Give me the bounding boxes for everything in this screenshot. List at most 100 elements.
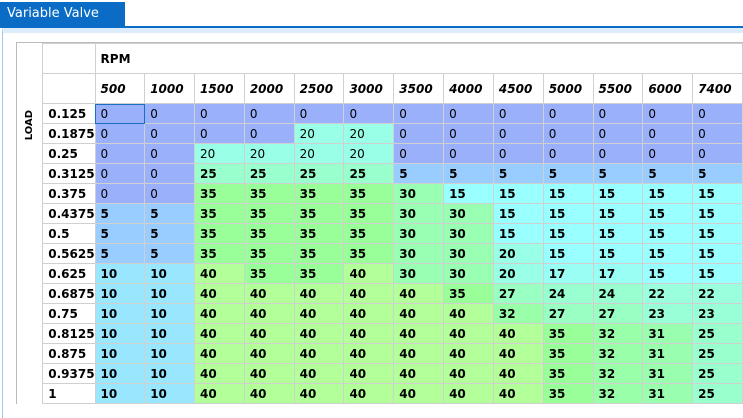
table-cell[interactable]: 10 [94,383,146,404]
table-cell[interactable]: 40 [343,283,395,304]
table-cell[interactable]: 15 [642,223,694,244]
table-cell[interactable]: 0 [692,103,743,124]
table-cell[interactable]: 15 [642,263,694,284]
table-cell[interactable]: 15 [692,223,743,244]
table-cell[interactable]: 10 [144,383,196,404]
table-cell[interactable]: 0 [293,103,345,124]
table-cell[interactable]: 35 [343,223,395,244]
table-cell[interactable]: 30 [393,243,445,264]
tab-variable-valve-timing[interactable]: Variable Valve Timing [0,2,125,45]
table-cell[interactable]: 35 [293,183,345,204]
table-cell[interactable]: 30 [443,223,494,244]
table-cell[interactable]: 10 [144,323,196,344]
table-cell[interactable]: 40 [393,283,445,304]
table-cell[interactable]: 0 [492,143,544,164]
table-cell[interactable]: 40 [343,343,395,364]
table-cell[interactable]: 10 [94,283,146,304]
table-cell[interactable]: 0 [393,123,445,144]
table-cell[interactable]: 0 [592,103,644,124]
table-cell[interactable]: 10 [94,343,146,364]
table-cell[interactable]: 0 [542,123,594,144]
table-cell[interactable]: 10 [94,363,146,384]
table-cell[interactable]: 0 [144,183,196,204]
table-cell[interactable]: 35 [194,243,245,264]
table-cell[interactable]: 40 [443,383,494,404]
table-cell[interactable]: 25 [293,163,345,184]
table-cell[interactable]: 22 [642,283,694,304]
table-cell[interactable]: 15 [542,243,594,264]
table-cell[interactable]: 30 [393,203,445,224]
table-cell[interactable]: 0 [343,103,395,124]
table-cell[interactable]: 40 [393,343,445,364]
table-cell[interactable]: 32 [592,323,644,344]
table-cell[interactable]: 25 [692,343,743,364]
table-cell[interactable]: 35 [542,343,594,364]
table-cell[interactable]: 0 [94,163,146,184]
table-cell[interactable]: 30 [393,183,445,204]
table-cell[interactable]: 40 [343,323,395,344]
table-cell[interactable]: 10 [144,303,196,324]
table-cell[interactable]: 0 [443,123,494,144]
table-cell[interactable]: 0 [542,143,594,164]
table-cell[interactable]: 27 [542,303,594,324]
table-cell[interactable]: 0 [592,123,644,144]
table-cell[interactable]: 40 [243,303,295,324]
table-cell[interactable]: 40 [194,363,245,384]
table-cell[interactable]: 5 [592,163,644,184]
table-cell[interactable]: 24 [592,283,644,304]
table-cell[interactable]: 32 [492,303,544,324]
table-cell[interactable]: 31 [642,363,694,384]
table-cell[interactable]: 0 [144,163,196,184]
table-cell[interactable]: 10 [144,343,196,364]
table-cell[interactable]: 17 [592,263,644,284]
table-cell[interactable]: 40 [293,323,345,344]
table-cell[interactable]: 5 [144,203,196,224]
table-cell[interactable]: 5 [144,243,196,264]
table-cell[interactable]: 15 [492,203,544,224]
table-cell[interactable]: 10 [94,323,146,344]
table-cell[interactable]: 15 [592,203,644,224]
table-cell[interactable]: 20 [293,143,345,164]
table-cell[interactable]: 35 [293,243,345,264]
table-cell[interactable]: 40 [492,343,544,364]
table-cell[interactable]: 40 [293,283,345,304]
table-cell[interactable]: 20 [343,123,395,144]
table-cell[interactable]: 24 [542,283,594,304]
table-cell[interactable]: 40 [492,323,544,344]
table-cell[interactable]: 5 [443,163,494,184]
table-cell[interactable]: 0 [393,143,445,164]
table-cell[interactable]: 40 [293,363,345,384]
table-cell[interactable]: 32 [592,343,644,364]
table-cell[interactable]: 15 [542,223,594,244]
table-cell[interactable]: 40 [194,343,245,364]
table-cell[interactable]: 0 [443,103,494,124]
table-cell[interactable]: 15 [592,183,644,204]
table-cell[interactable]: 5 [94,243,146,264]
table-cell[interactable]: 40 [492,363,544,384]
table-cell[interactable]: 35 [293,223,345,244]
table-cell[interactable]: 35 [343,203,395,224]
table-cell[interactable]: 35 [194,223,245,244]
table-cell[interactable]: 35 [243,223,295,244]
table-cell[interactable]: 0 [243,103,295,124]
table-cell[interactable]: 0 [144,103,196,124]
table-cell[interactable]: 20 [343,143,395,164]
table-cell[interactable]: 40 [243,363,295,384]
table-cell[interactable]: 40 [393,383,445,404]
table-cell[interactable]: 0 [393,103,445,124]
table-cell[interactable]: 15 [642,183,694,204]
table-cell[interactable]: 0 [542,103,594,124]
table-cell[interactable]: 20 [293,123,345,144]
table-cell[interactable]: 0 [94,143,146,164]
table-cell[interactable]: 5 [94,203,146,224]
table-cell[interactable]: 10 [144,283,196,304]
table-cell[interactable]: 27 [592,303,644,324]
table-cell[interactable]: 5 [642,163,694,184]
table-cell[interactable]: 35 [443,283,494,304]
table-cell[interactable]: 0 [243,123,295,144]
table-cell[interactable]: 10 [94,263,146,284]
table-cell[interactable]: 40 [343,263,395,284]
table-cell[interactable]: 31 [642,343,694,364]
table-cell[interactable]: 35 [194,183,245,204]
table-cell[interactable]: 22 [692,283,743,304]
